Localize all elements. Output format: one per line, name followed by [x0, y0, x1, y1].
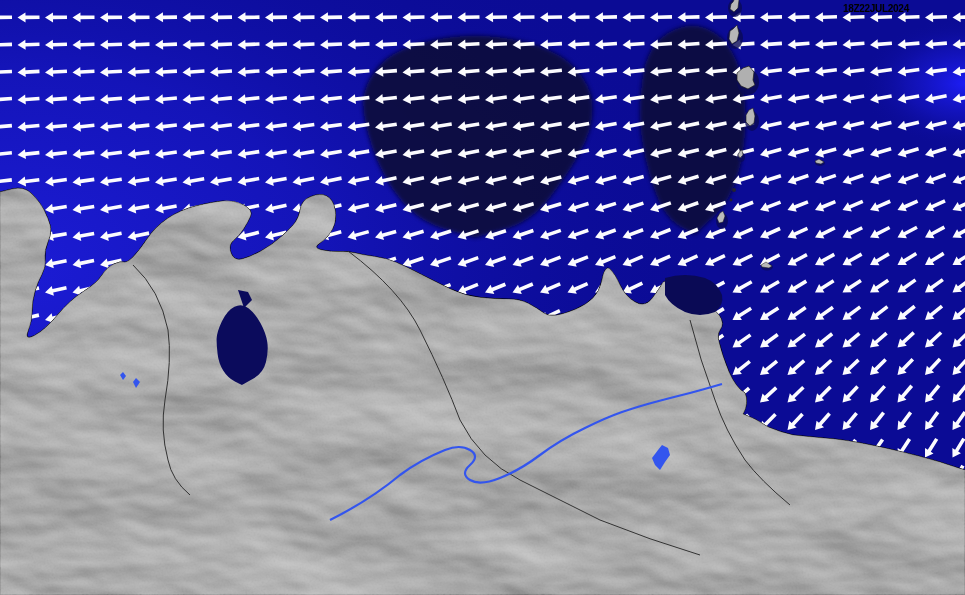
svg-text:18Z22JUL2024: 18Z22JUL2024	[843, 3, 910, 14]
